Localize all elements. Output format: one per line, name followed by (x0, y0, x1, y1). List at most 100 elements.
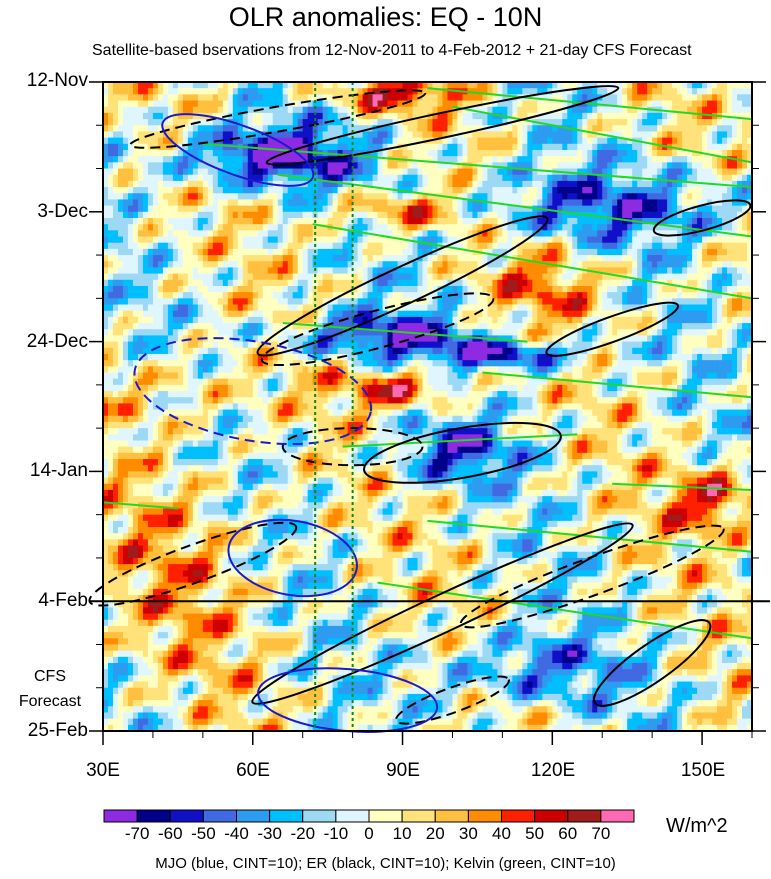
field-cell (682, 168, 688, 176)
field-cell (162, 199, 169, 207)
field-cell (162, 94, 169, 102)
field-cell (107, 224, 114, 231)
field-cell (487, 125, 493, 133)
field-cell (587, 112, 593, 120)
field-cell (652, 149, 658, 157)
field-cell (547, 119, 553, 126)
field-cell (707, 292, 713, 299)
field-cell (667, 285, 673, 293)
field-cell (557, 292, 563, 299)
field-cell (212, 261, 219, 269)
field-cell (527, 224, 533, 231)
field-cell (367, 193, 374, 201)
field-cell (557, 143, 563, 151)
field-cell (617, 304, 623, 312)
field-cell (277, 162, 284, 170)
field-cell (297, 230, 304, 238)
field-cell (547, 273, 553, 281)
field-cell (272, 174, 279, 182)
field-cell (657, 82, 663, 89)
field-cell (367, 149, 374, 157)
field-cell (487, 119, 493, 126)
field-cell (112, 273, 119, 281)
field-cell (747, 156, 753, 163)
field-cell (352, 255, 359, 262)
field-cell (512, 261, 518, 269)
field-cell (507, 168, 513, 176)
field-cell (192, 285, 199, 293)
field-cell (722, 106, 728, 114)
field-cell (702, 174, 708, 182)
field-cell (103, 242, 109, 250)
field-cell (282, 316, 289, 324)
field-cell (287, 316, 294, 324)
field-cell (442, 149, 449, 157)
field-cell (662, 193, 668, 201)
field-cell (727, 82, 733, 89)
field-cell (462, 199, 469, 207)
field-cell (407, 205, 414, 213)
field-cell (612, 180, 618, 188)
field-cell (137, 248, 144, 256)
field-cell (227, 193, 234, 201)
field-cell (267, 279, 274, 287)
field-cell (452, 267, 459, 275)
field-cell (747, 298, 753, 306)
field-cell (127, 255, 134, 262)
field-cell (152, 168, 159, 176)
field-cell (222, 88, 229, 95)
field-cell (732, 187, 738, 194)
field-cell (117, 125, 124, 133)
field-cell (452, 304, 459, 312)
field-cell (437, 267, 444, 275)
field-cell (292, 199, 299, 207)
field-cell (242, 236, 249, 244)
field-cell (667, 261, 673, 269)
field-cell (212, 304, 219, 312)
field-cell (417, 149, 424, 157)
field-cell (697, 273, 703, 281)
field-cell (447, 88, 454, 95)
field-cell (232, 304, 239, 312)
field-cell (442, 261, 449, 269)
field-cell (177, 292, 184, 299)
field-cell (297, 162, 304, 170)
field-cell (682, 267, 688, 275)
field-cell (362, 242, 369, 250)
field-cell (122, 285, 129, 293)
field-cell (707, 156, 713, 163)
field-cell (182, 298, 189, 306)
field-cell (627, 149, 633, 157)
field-cell (582, 119, 588, 126)
field-cell (227, 304, 234, 312)
field-cell (747, 310, 753, 318)
field-cell (312, 131, 319, 139)
field-cell (167, 310, 174, 318)
field-cell (357, 112, 364, 120)
field-cell (667, 94, 673, 102)
field-cell (297, 248, 304, 256)
field-cell (622, 267, 628, 275)
field-cell (137, 100, 144, 108)
field-cell (132, 205, 139, 213)
field-cell (177, 180, 184, 188)
field-cell (282, 143, 289, 151)
field-cell (522, 193, 528, 201)
field-cell (357, 230, 364, 238)
field-cell (387, 230, 394, 238)
field-cell (537, 242, 543, 250)
field-cell (347, 230, 354, 238)
field-cell (627, 255, 633, 262)
field-cell (142, 187, 149, 194)
field-cell (157, 292, 164, 299)
field-cell (392, 94, 399, 102)
field-cell (652, 211, 658, 219)
field-cell (307, 125, 314, 133)
field-cell (352, 230, 359, 238)
field-cell (147, 310, 154, 318)
field-cell (287, 224, 294, 231)
field-cell (697, 162, 703, 170)
field-cell (747, 236, 753, 244)
field-cell (107, 156, 114, 163)
field-cell (547, 199, 553, 207)
